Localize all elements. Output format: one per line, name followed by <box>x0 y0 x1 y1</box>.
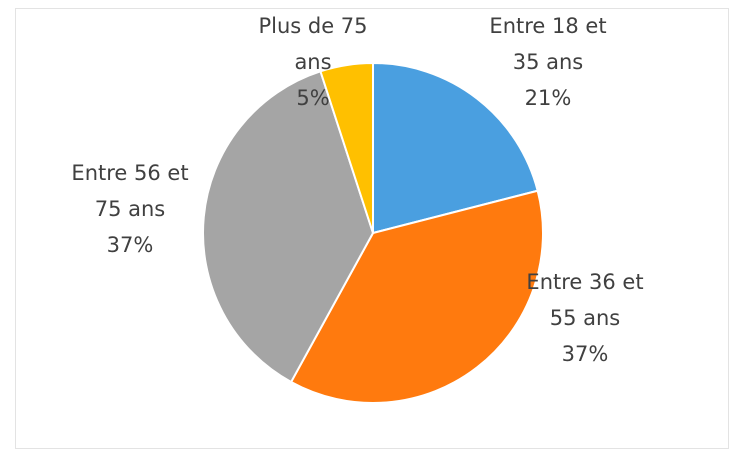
chart-frame <box>15 8 729 449</box>
slice-category: Plus de 75 ans <box>258 14 368 74</box>
pie-slice <box>202 70 375 384</box>
slice-label: Plus de 75 ans 5% <box>251 8 375 116</box>
slice-category: Entre 36 et 55 ans <box>526 270 644 330</box>
slice-value: 37% <box>561 342 609 366</box>
slice-label: Entre 56 et 75 ans 37% <box>68 155 192 263</box>
slice-value: 37% <box>106 233 154 257</box>
slice-category: Entre 18 et 35 ans <box>489 14 607 74</box>
slice-label: Entre 36 et 55 ans 37% <box>523 264 647 372</box>
slice-category: Entre 56 et 75 ans <box>71 161 189 221</box>
pie-slice <box>372 61 539 235</box>
pie-slice <box>319 61 374 234</box>
pie-slice <box>289 189 544 404</box>
slice-label: Entre 18 et 35 ans 21% <box>486 8 610 116</box>
slice-value: 5% <box>296 86 330 110</box>
slice-value: 21% <box>524 86 572 110</box>
